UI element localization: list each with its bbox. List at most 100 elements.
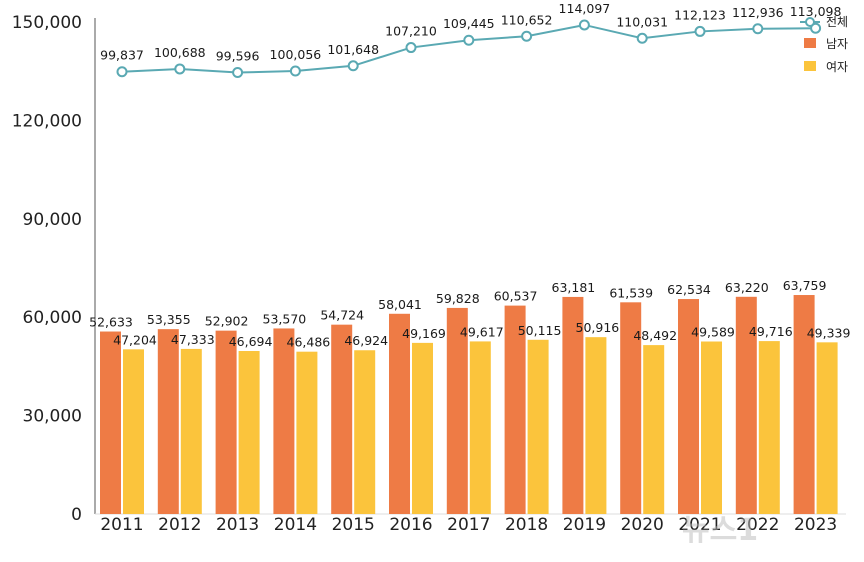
bar-female xyxy=(123,349,144,514)
data-label-male: 52,633 xyxy=(89,315,133,330)
data-label-total: 99,837 xyxy=(100,48,144,63)
data-label-female: 47,204 xyxy=(113,332,157,347)
bar-female xyxy=(758,341,780,514)
data-label-male: 54,724 xyxy=(320,308,364,323)
bar-female xyxy=(354,350,376,514)
data-label-male: 58,041 xyxy=(378,297,422,312)
bar-male xyxy=(215,330,237,514)
bar-female xyxy=(238,351,260,514)
bar-female xyxy=(469,341,491,514)
data-label-male: 53,355 xyxy=(147,312,191,327)
legend-line-marker xyxy=(805,17,815,27)
total-point xyxy=(116,66,128,78)
bar-male xyxy=(562,296,584,514)
data-label-total: 107,210 xyxy=(385,24,437,39)
total-point xyxy=(289,65,301,77)
data-label-female: 46,924 xyxy=(344,333,388,348)
data-labels: 52,633 47,204 53,355 47,333 52,902 46,694 53,5… xyxy=(89,1,850,350)
data-label-male: 53,570 xyxy=(263,311,307,326)
bar-female xyxy=(412,342,433,514)
data-label-total: 110,031 xyxy=(616,14,668,29)
data-label-female: 46,486 xyxy=(287,335,331,350)
data-label-female: 47,333 xyxy=(171,332,215,347)
x-tick-label: 2021 xyxy=(678,515,721,535)
x-tick-label: 2023 xyxy=(794,515,837,535)
x-tick-label: 2014 xyxy=(274,515,317,535)
total-line xyxy=(116,19,822,79)
y-tick-label: 120,000 xyxy=(12,111,82,131)
data-label-female: 49,339 xyxy=(807,325,851,340)
data-label-total: 99,596 xyxy=(216,49,260,64)
data-label-male: 60,537 xyxy=(494,289,538,304)
bar-male xyxy=(793,295,815,514)
bar-male xyxy=(389,313,410,514)
bars xyxy=(100,295,838,514)
watermark: 뉴스1 xyxy=(682,513,758,548)
y-tick-label: 90,000 xyxy=(23,210,82,230)
data-label-male: 63,220 xyxy=(725,280,769,295)
bar-male xyxy=(620,302,642,514)
bar-male xyxy=(504,305,526,514)
bar-male xyxy=(100,331,121,514)
data-label-male: 59,828 xyxy=(436,291,480,306)
data-label-total: 113,098 xyxy=(790,4,842,19)
total-point xyxy=(810,22,822,34)
total-point xyxy=(174,63,186,75)
y-tick-label: 150,000 xyxy=(12,13,82,33)
x-tick-label: 2016 xyxy=(389,515,432,535)
data-label-total: 100,688 xyxy=(154,45,206,60)
data-label-female: 48,492 xyxy=(633,328,677,343)
data-label-female: 49,617 xyxy=(460,324,504,339)
x-tick-label: 2012 xyxy=(158,515,201,535)
bar-female xyxy=(180,348,202,514)
data-label-male: 61,539 xyxy=(609,285,653,300)
data-label-total: 112,123 xyxy=(674,7,726,22)
x-tick-label: 2013 xyxy=(216,515,259,535)
data-label-total: 109,445 xyxy=(443,16,495,31)
bar-male xyxy=(678,299,699,514)
total-point xyxy=(694,25,706,37)
data-label-total: 100,056 xyxy=(270,47,322,62)
x-tick-label: 2022 xyxy=(736,515,779,535)
legend-label-female: 여자 xyxy=(826,60,848,74)
bar-male xyxy=(157,329,179,514)
data-label-female: 46,694 xyxy=(229,334,273,349)
data-label-female: 50,916 xyxy=(576,320,620,335)
bar-female xyxy=(527,339,549,514)
x-tick-label: 2017 xyxy=(447,515,490,535)
total-point xyxy=(521,30,533,42)
bar-female xyxy=(816,342,838,514)
bar-female xyxy=(701,341,722,514)
bar-male xyxy=(446,307,468,514)
total-point xyxy=(405,42,417,54)
x-tick-label: 2020 xyxy=(621,515,664,535)
bar-male xyxy=(735,296,757,514)
axes: 0 30,000 60,000 90,000 120,000 150,000 2011 201… xyxy=(12,13,846,535)
data-label-male: 63,759 xyxy=(783,278,827,293)
bar-female xyxy=(643,345,665,514)
legend-label-male: 남자 xyxy=(826,37,848,51)
data-label-female: 49,169 xyxy=(402,326,446,341)
x-tick-label: 2018 xyxy=(505,515,548,535)
total-point xyxy=(463,34,475,46)
y-tick-label: 0 xyxy=(71,505,82,525)
bar-female xyxy=(296,351,318,514)
bar-female xyxy=(585,337,607,514)
data-label-total: 114,097 xyxy=(559,1,611,16)
data-label-male: 62,534 xyxy=(667,282,711,297)
x-tick-label: 2011 xyxy=(100,515,143,535)
bar-male xyxy=(273,328,295,514)
bar-male xyxy=(331,324,353,514)
data-label-total: 112,936 xyxy=(732,5,784,20)
x-tick-label: 2019 xyxy=(563,515,606,535)
total-point xyxy=(752,23,764,35)
legend-swatch-male xyxy=(804,38,816,48)
data-label-female: 50,115 xyxy=(518,323,562,338)
legend-swatch-female xyxy=(804,61,816,71)
total-point xyxy=(636,32,648,44)
data-label-total: 110,652 xyxy=(501,12,553,27)
total-point xyxy=(578,19,590,31)
x-tick-label: 2015 xyxy=(332,515,375,535)
